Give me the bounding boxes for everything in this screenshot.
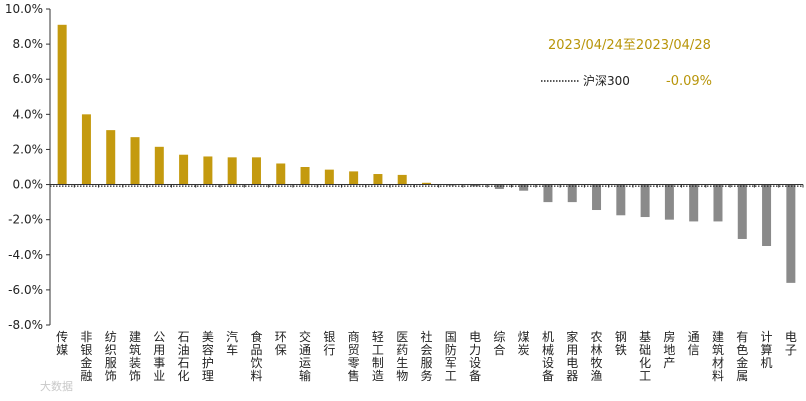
x-category-label: 汽车 <box>226 329 238 357</box>
x-category-label: 煤炭 <box>518 330 530 357</box>
bar <box>300 167 310 185</box>
benchmark-legend-label: 沪深300 <box>583 74 630 88</box>
x-category-label: 医药生物 <box>396 330 408 383</box>
x-category-label: 建筑装饰 <box>129 330 141 383</box>
x-category-label: 非银金融 <box>80 330 92 383</box>
x-category-label: 基础化工 <box>639 330 651 383</box>
bar <box>713 184 723 222</box>
x-category-label: 房地产 <box>663 329 675 370</box>
x-category-label: 传媒 <box>56 329 68 357</box>
x-category-label: 农林牧渔 <box>591 330 603 383</box>
x-category-label: 石油石化 <box>178 330 190 383</box>
bar <box>349 171 359 185</box>
bar <box>470 184 480 187</box>
date-range-label: 2023/04/24至2023/04/28 <box>548 38 711 53</box>
y-tick-label: -8.0% <box>8 318 43 332</box>
y-tick-label: 10.0% <box>5 2 43 16</box>
bar <box>664 184 674 220</box>
x-category-label: 公用事业 <box>153 330 165 383</box>
bars <box>49 24 804 283</box>
x-category-label: 有色金属 <box>736 330 748 383</box>
bar <box>373 174 383 185</box>
x-category-label: 家用电器 <box>566 329 578 383</box>
watermark-text: 大数据 <box>40 379 73 393</box>
bar <box>397 174 407 185</box>
x-category-label: 钢铁 <box>615 330 627 357</box>
y-tick-label: -4.0% <box>8 248 43 262</box>
bar <box>737 184 747 239</box>
x-category-label: 交通运输 <box>299 329 311 383</box>
bar <box>106 130 116 185</box>
bar <box>276 163 286 185</box>
x-category-label: 综合 <box>493 330 505 357</box>
bar <box>616 184 626 216</box>
y-tick-label: 4.0% <box>13 107 44 121</box>
y-tick-label: 2.0% <box>13 142 44 156</box>
bar <box>81 114 91 185</box>
bar <box>762 184 772 246</box>
bar <box>494 184 504 189</box>
bar <box>422 182 431 185</box>
x-category-label: 机械设备 <box>542 330 554 383</box>
x-category-label: 银行 <box>323 330 335 357</box>
bar <box>154 146 164 185</box>
bar <box>786 184 796 283</box>
bar <box>592 184 602 211</box>
bar <box>567 184 577 203</box>
x-category-label: 电力设备 <box>469 330 481 383</box>
x-category-label: 建筑材料 <box>712 330 724 383</box>
bar <box>251 157 261 185</box>
bar <box>203 156 213 185</box>
bar <box>543 184 553 203</box>
y-tick-label: -6.0% <box>8 283 43 297</box>
x-category-label: 美容护理 <box>202 330 214 383</box>
bar <box>640 184 650 218</box>
y-tick-label: 8.0% <box>13 37 44 51</box>
x-category-label: 轻工制造 <box>372 330 384 383</box>
benchmark-value-label: -0.09% <box>666 74 712 89</box>
y-axis: 10.0% 8.0% 6.0% 4.0% 2.0% 0.0% -2.0% -4.0% -6.0%… <box>5 2 51 332</box>
bar <box>324 169 334 185</box>
bar <box>130 137 140 185</box>
bar <box>519 184 529 191</box>
x-category-label: 商贸零售 <box>348 329 360 383</box>
x-category-label: 社会服务 <box>420 329 432 383</box>
x-category-label: 通信 <box>688 330 700 357</box>
y-tick-label: 6.0% <box>13 72 44 86</box>
x-category-label: 纺织服饰 <box>105 330 117 383</box>
x-category-label: 国防军工 <box>445 330 457 383</box>
bar <box>689 184 699 222</box>
y-tick-label: -2.0% <box>8 213 43 227</box>
bar <box>179 154 189 185</box>
x-category-label: 食品饮料 <box>250 329 262 383</box>
x-category-label: 计算机 <box>761 330 773 370</box>
bar <box>57 24 67 185</box>
bar <box>227 157 237 185</box>
y-tick-label: 0.0% <box>13 178 44 192</box>
x-category-label: 电子 <box>785 330 797 357</box>
x-category-label: 环保 <box>275 330 287 357</box>
